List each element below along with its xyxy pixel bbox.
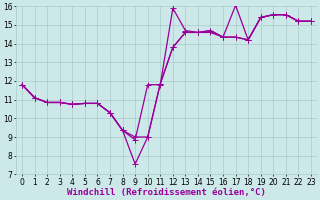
X-axis label: Windchill (Refroidissement éolien,°C): Windchill (Refroidissement éolien,°C) bbox=[67, 188, 266, 197]
